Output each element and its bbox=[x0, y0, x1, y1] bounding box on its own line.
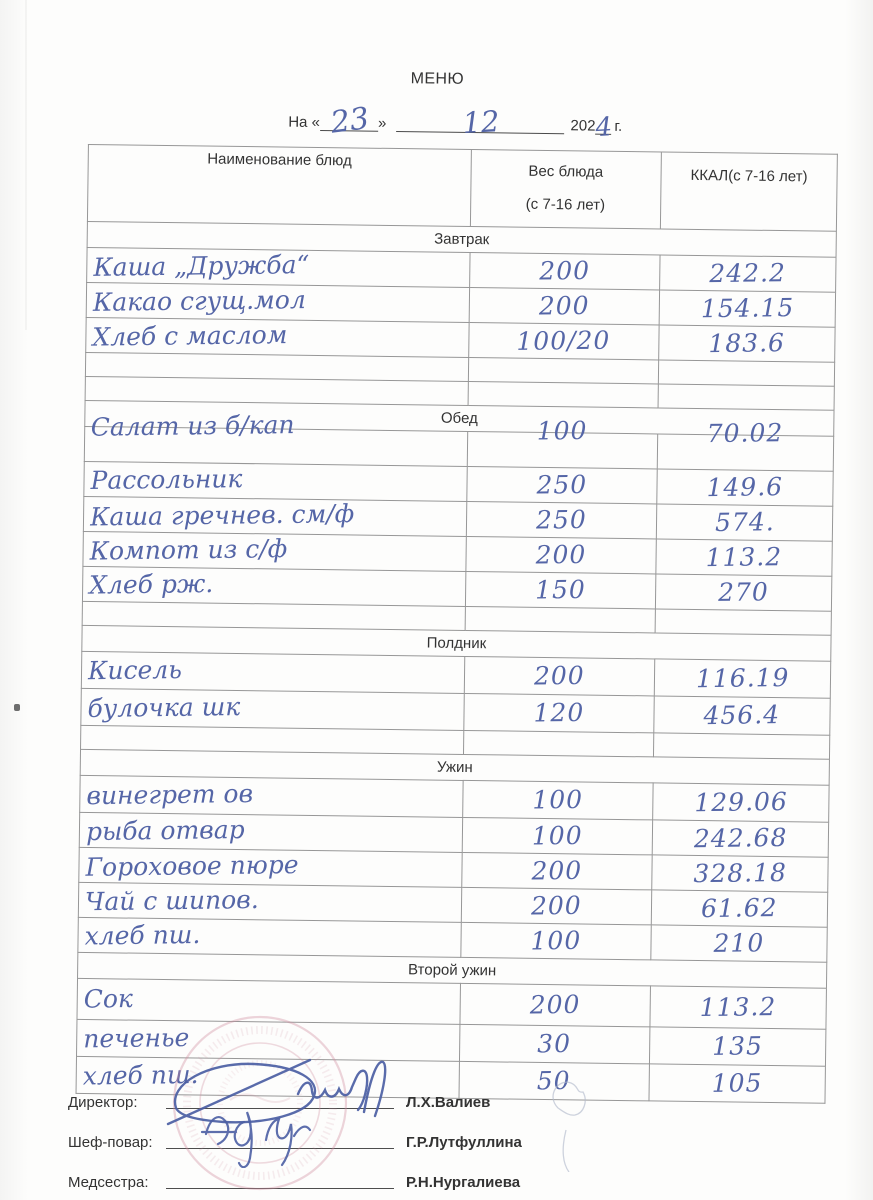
signature-name: Р.Н.Нургалиева bbox=[406, 1174, 521, 1191]
dish-kcal: 61.62 bbox=[700, 892, 778, 923]
dish-name: рыба отвар bbox=[85, 814, 245, 846]
dish-kcal: 242.68 bbox=[693, 822, 788, 853]
dish-weight: 200 bbox=[531, 855, 583, 886]
dish-kcal: 270 bbox=[718, 576, 770, 607]
signature-role: Медсестра: bbox=[68, 1174, 149, 1191]
dish-kcal: 135 bbox=[712, 1030, 764, 1061]
table-header-row: Наименование блюд Вес блюда (с 7-16 лет) … bbox=[87, 144, 838, 232]
dish-name: Чай с шипов. bbox=[84, 884, 259, 916]
dish-weight: 50 bbox=[536, 1065, 572, 1095]
signature-row-director: Директор: Л.Х.Валиев bbox=[68, 1072, 522, 1112]
dish-kcal: 149.6 bbox=[706, 471, 784, 502]
dish-weight: 100 bbox=[536, 415, 588, 446]
dish-kcal: 116.19 bbox=[695, 662, 790, 693]
dish-name: Хлеб с маслом bbox=[92, 319, 288, 352]
dish-name: Хлеб рж. bbox=[88, 568, 214, 600]
date-month-underline: 12 bbox=[396, 104, 565, 141]
signature-name: Л.Х.Валиев bbox=[406, 1094, 491, 1111]
dish-name: Каша „Дружба“ bbox=[93, 249, 310, 282]
dish-name: Салат из б/кап bbox=[90, 409, 295, 442]
menu-table: Наименование блюд Вес блюда (с 7-16 лет) … bbox=[76, 144, 838, 1104]
column-header-weight-age: (с 7-16 лет) bbox=[525, 195, 606, 214]
dish-name: Какао сгущ.мол bbox=[92, 284, 306, 317]
signature-block: Директор: Л.Х.Валиев Шеф-повар: Г.Р.Лутф… bbox=[68, 1072, 522, 1192]
dish-weight: 150 bbox=[534, 574, 586, 605]
dish-name: Каша гречнев. см/ф bbox=[89, 498, 355, 531]
dish-weight: 200 bbox=[530, 890, 582, 920]
dish-weight: 200 bbox=[533, 660, 585, 691]
date-line: На « 23 » 12 202 4 г. bbox=[288, 97, 873, 143]
dish-name: Гороховое пюре bbox=[85, 849, 299, 882]
date-close-quote: » bbox=[378, 114, 387, 132]
dish-name: хлеб пш. bbox=[84, 919, 201, 951]
dish-weight: 30 bbox=[537, 1028, 572, 1058]
dish-weight: 200 bbox=[529, 989, 581, 1019]
column-header-kcal: ККАЛ(с 7-16 лет) bbox=[690, 166, 808, 186]
dish-kcal: 210 bbox=[713, 927, 765, 958]
dish-kcal: 183.6 bbox=[708, 327, 786, 358]
dish-kcal: 456.4 bbox=[703, 699, 781, 730]
dish-weight: 200 bbox=[535, 539, 587, 570]
signature-row-nurse: Медсестра: Р.Н.Нургалиева bbox=[68, 1152, 522, 1192]
dish-name: Сок bbox=[83, 983, 134, 1014]
dish-kcal: 328.18 bbox=[692, 857, 787, 888]
date-prefix: На « bbox=[288, 113, 321, 132]
signature-role: Шеф-повар: bbox=[68, 1134, 153, 1151]
dish-weight: 200 bbox=[538, 290, 590, 321]
dish-kcal: 154.15 bbox=[700, 292, 795, 323]
date-year-printed: 202 bbox=[570, 117, 596, 135]
date-day-underline: 23 bbox=[319, 101, 379, 141]
dish-weight: 120 bbox=[533, 697, 585, 728]
signature-row-chef: Шеф-повар: Г.Р.Лутфуллина bbox=[68, 1112, 522, 1152]
signature-name: Г.Р.Лутфуллина bbox=[406, 1134, 522, 1151]
handwritten-month: 12 bbox=[461, 104, 501, 141]
dish-weight: 250 bbox=[536, 469, 588, 500]
dish-name: винегрет ов bbox=[86, 778, 254, 810]
dish-weight: 100/20 bbox=[516, 325, 611, 356]
dish-weight: 200 bbox=[538, 255, 591, 286]
date-year-suffix: г. bbox=[614, 117, 623, 135]
signature-underline bbox=[166, 1174, 394, 1189]
dish-weight: 100 bbox=[532, 784, 584, 815]
ink-dot-artifact bbox=[14, 704, 20, 711]
dish-name: Кисель bbox=[87, 654, 183, 685]
handwritten-day: 23 bbox=[328, 101, 371, 141]
signature-underline bbox=[166, 1094, 394, 1109]
date-year-underline: 4 bbox=[595, 110, 613, 143]
dish-kcal: 129.06 bbox=[693, 786, 788, 817]
page-title: МЕНЮ bbox=[410, 70, 465, 88]
dish-weight: 100 bbox=[531, 820, 583, 851]
scanned-sheet: МЕНЮ На « 23 » 12 202 4 г. Наименование … bbox=[76, 70, 873, 1104]
dish-name: Компот из с/ф bbox=[89, 533, 288, 566]
signature-role: Директор: bbox=[68, 1094, 138, 1111]
dish-weight: 250 bbox=[535, 504, 587, 535]
dish-kcal: 70.02 bbox=[706, 417, 784, 448]
dish-kcal: 574. bbox=[714, 506, 775, 537]
dish-kcal: 113.2 bbox=[699, 991, 777, 1022]
dish-kcal: 105 bbox=[711, 1067, 763, 1098]
column-header-weight: Вес блюда bbox=[528, 162, 604, 181]
column-header-dish: Наименование блюд bbox=[207, 150, 352, 170]
dish-name: печенье bbox=[83, 1022, 190, 1053]
dish-name: булочка шк bbox=[87, 691, 241, 723]
handwritten-year-digit: 4 bbox=[594, 111, 614, 143]
dish-kcal: 113.2 bbox=[705, 541, 783, 572]
signature-underline bbox=[166, 1134, 394, 1149]
dish-name: Рассольник bbox=[90, 463, 243, 495]
dish-kcal: 242.2 bbox=[709, 257, 787, 288]
dish-weight: 100 bbox=[530, 925, 582, 955]
